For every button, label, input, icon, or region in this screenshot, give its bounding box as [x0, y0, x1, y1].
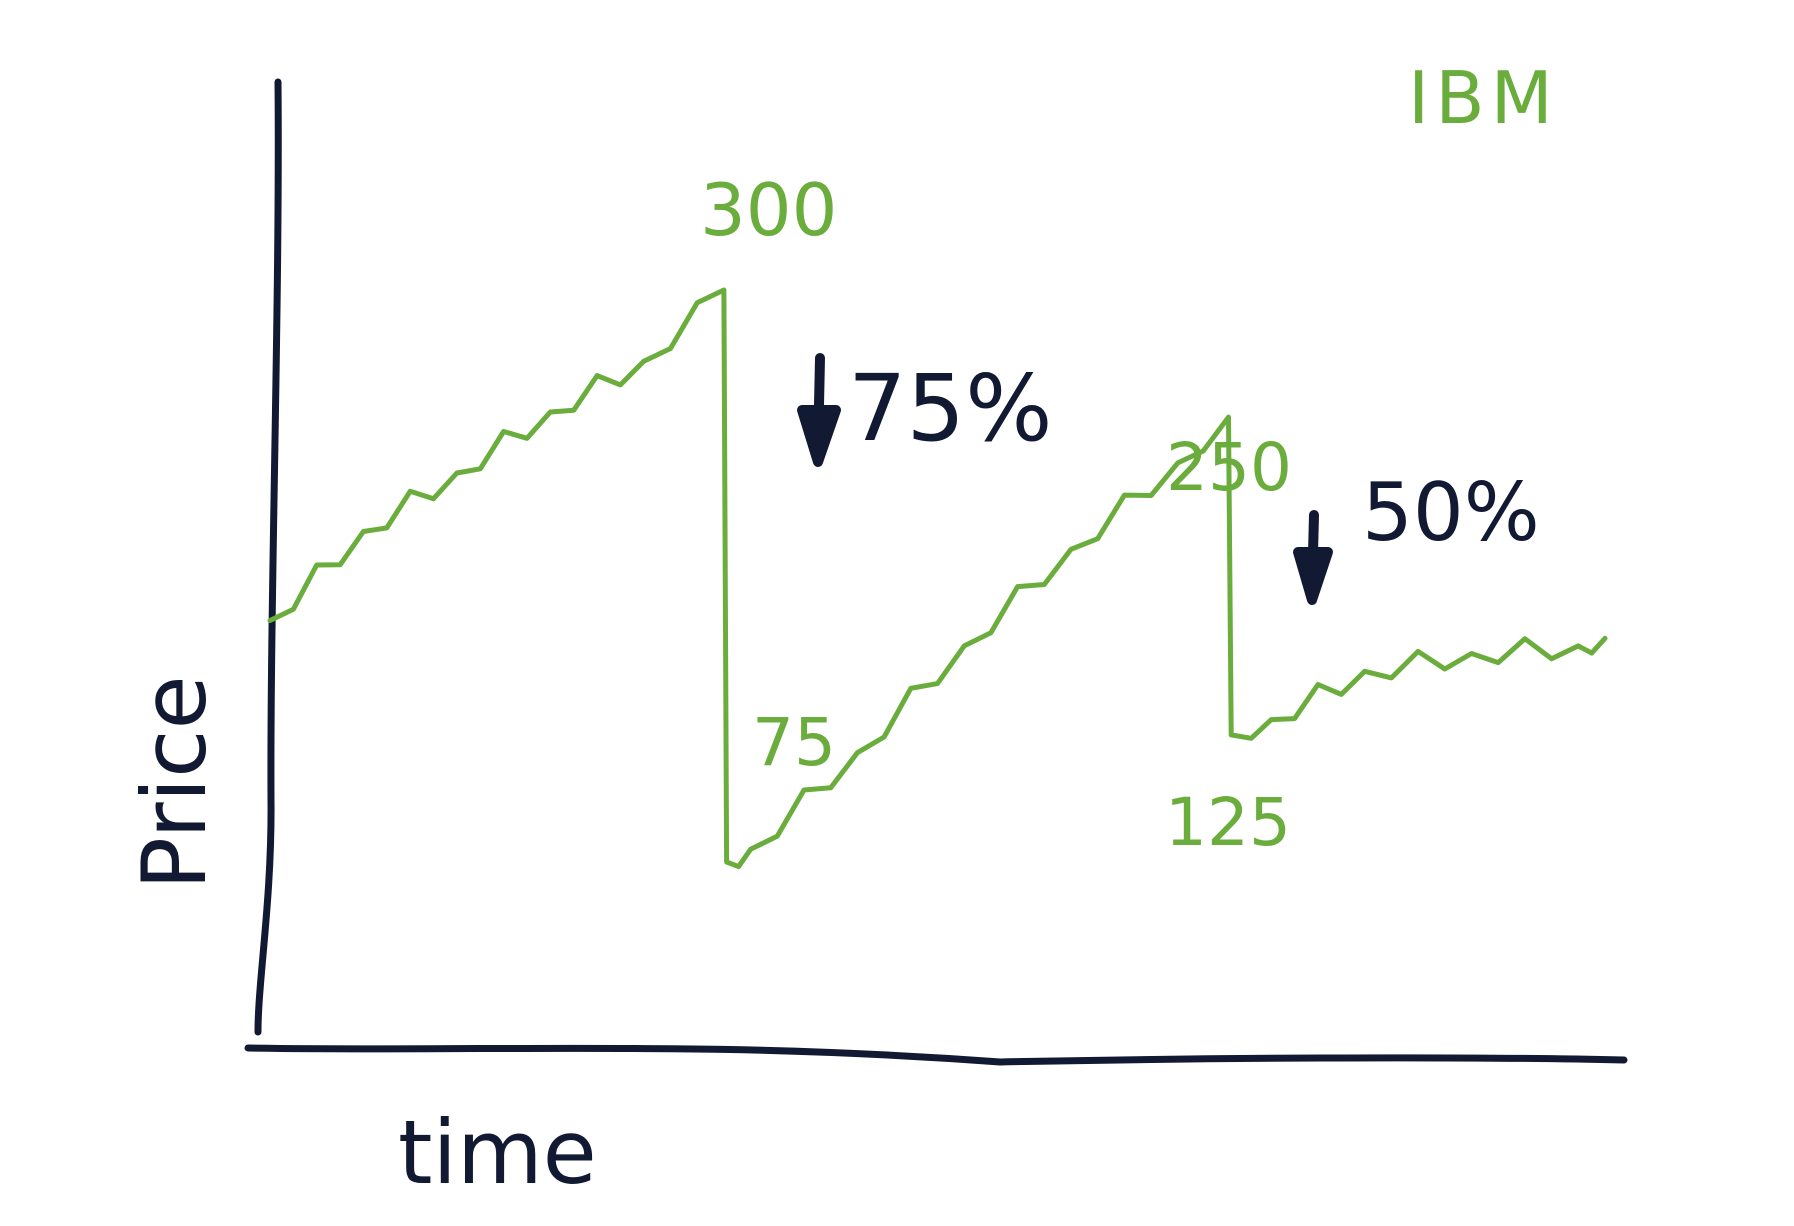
drop-annotation-2-text: 50%	[1362, 466, 1540, 559]
series-line-ibm	[267, 287, 1608, 870]
y-axis	[254, 78, 282, 1036]
chart-title: IBM	[1408, 56, 1559, 140]
drop-annotation-1-text: 75%	[848, 355, 1052, 462]
x-axis-label: time	[398, 1101, 597, 1204]
point-label-peak-1: 300	[700, 168, 837, 252]
point-label-trough-2: 125	[1165, 784, 1291, 861]
x-axis	[244, 1044, 1628, 1066]
point-label-peak-2: 250	[1166, 429, 1292, 506]
y-axis-label: Price	[123, 675, 226, 890]
point-label-trough-1: 75	[752, 704, 836, 781]
down-arrow-icon	[1293, 510, 1333, 605]
drop-annotation-1: 75%	[797, 353, 1052, 467]
down-arrow-icon	[797, 353, 841, 467]
drop-annotation-2: 50%	[1293, 466, 1540, 605]
